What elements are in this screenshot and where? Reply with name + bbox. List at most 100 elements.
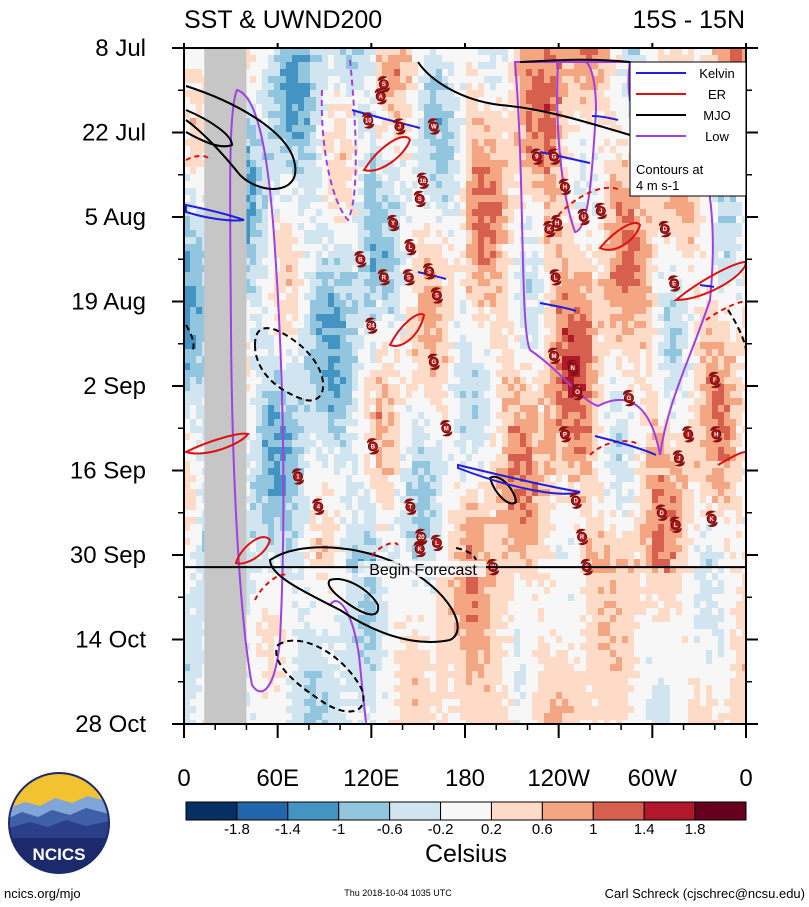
heatmap-cell: [526, 391, 533, 399]
heatmap-cell: [658, 377, 665, 385]
heatmap-cell: [304, 104, 311, 112]
heatmap-cell: [616, 279, 623, 287]
heatmap-cell: [454, 265, 461, 273]
heatmap-cell: [280, 55, 287, 63]
heatmap-cell: [298, 272, 305, 280]
heatmap-cell: [274, 83, 281, 91]
heatmap-cell: [610, 293, 617, 301]
heatmap-cell: [334, 356, 341, 364]
heatmap-cell: [724, 377, 731, 385]
heatmap-cell: [262, 139, 269, 147]
heatmap-cell: [184, 335, 191, 343]
heatmap-cell: [268, 188, 275, 196]
heatmap-cell: [400, 328, 407, 336]
heatmap-cell: [640, 202, 647, 210]
heatmap-cell: [358, 209, 365, 217]
heatmap-cell: [478, 125, 485, 133]
heatmap-cell: [352, 293, 359, 301]
heatmap-cell: [550, 125, 557, 133]
heatmap-cell: [466, 230, 473, 238]
heatmap-cell: [244, 272, 251, 280]
heatmap-cell: [394, 216, 401, 224]
heatmap-cell: [346, 62, 353, 70]
heatmap-cell: [430, 160, 437, 168]
heatmap-cell: [610, 174, 617, 182]
heatmap-cell: [442, 174, 449, 182]
heatmap-cell: [550, 258, 557, 266]
heatmap-cell: [244, 377, 251, 385]
heatmap-cell: [340, 97, 347, 105]
heatmap-cell: [196, 76, 203, 84]
heatmap-cell: [364, 251, 371, 259]
heatmap-cell: [334, 377, 341, 385]
heatmap-cell: [382, 349, 389, 357]
heatmap-cell: [316, 202, 323, 210]
heatmap-cell: [406, 349, 413, 357]
heatmap-cell: [730, 202, 737, 210]
heatmap-cell: [598, 300, 605, 308]
heatmap-cell: [586, 356, 593, 364]
heatmap-cell: [598, 195, 605, 203]
heatmap-cell: [496, 153, 503, 161]
heatmap-cell: [526, 321, 533, 329]
heatmap-cell: [244, 160, 251, 168]
heatmap-cell: [196, 356, 203, 364]
heatmap-cell: [682, 370, 689, 378]
heatmap-cell: [190, 244, 197, 252]
heatmap-cell: [250, 286, 257, 294]
heatmap-cell: [184, 265, 191, 273]
heatmap-cell: [502, 237, 509, 245]
heatmap-cell: [646, 195, 653, 203]
heatmap-cell: [610, 412, 617, 420]
heatmap-cell: [652, 279, 659, 287]
heatmap-cell: [298, 62, 305, 70]
heatmap-cell: [370, 125, 377, 133]
heatmap-cell: [196, 377, 203, 385]
heatmap-cell: [382, 55, 389, 63]
heatmap-cell: [382, 314, 389, 322]
heatmap-cell: [352, 153, 359, 161]
heatmap-cell: [280, 237, 287, 245]
heatmap-cell: [544, 146, 551, 154]
heatmap-cell: [430, 76, 437, 84]
heatmap-cell: [670, 265, 677, 273]
heatmap-cell: [382, 230, 389, 238]
heatmap-cell: [616, 118, 623, 126]
heatmap-cell: [328, 237, 335, 245]
heatmap-cell: [634, 244, 641, 252]
heatmap-cell: [508, 62, 515, 70]
heatmap-cell: [550, 265, 557, 273]
heatmap-cell: [196, 188, 203, 196]
heatmap-cell: [280, 286, 287, 294]
heatmap-cell: [538, 258, 545, 266]
heatmap-cell: [274, 174, 281, 182]
heatmap-cell: [460, 97, 467, 105]
heatmap-cell: [370, 146, 377, 154]
heatmap-cell: [430, 188, 437, 196]
heatmap-cell: [364, 307, 371, 315]
heatmap-cell: [262, 293, 269, 301]
heatmap-cell: [664, 272, 671, 280]
heatmap-cell: [310, 90, 317, 98]
heatmap-cell: [634, 349, 641, 357]
heatmap-cell: [256, 237, 263, 245]
heatmap-cell: [388, 398, 395, 406]
heatmap-cell: [460, 174, 467, 182]
heatmap-cell: [736, 342, 743, 350]
heatmap-cell: [322, 223, 329, 231]
heatmap-cell: [520, 391, 527, 399]
heatmap-cell: [244, 76, 251, 84]
heatmap-cell: [250, 314, 257, 322]
heatmap-cell: [472, 146, 479, 154]
heatmap-cell: [280, 139, 287, 147]
heatmap-cell: [412, 69, 419, 77]
heatmap-cell: [262, 181, 269, 189]
heatmap-cell: [394, 69, 401, 77]
heatmap-cell: [370, 48, 377, 56]
heatmap-cell: [268, 160, 275, 168]
heatmap-cell: [400, 69, 407, 77]
heatmap-cell: [652, 265, 659, 273]
heatmap-cell: [742, 384, 746, 392]
heatmap-cell: [694, 328, 701, 336]
heatmap-cell: [688, 237, 695, 245]
